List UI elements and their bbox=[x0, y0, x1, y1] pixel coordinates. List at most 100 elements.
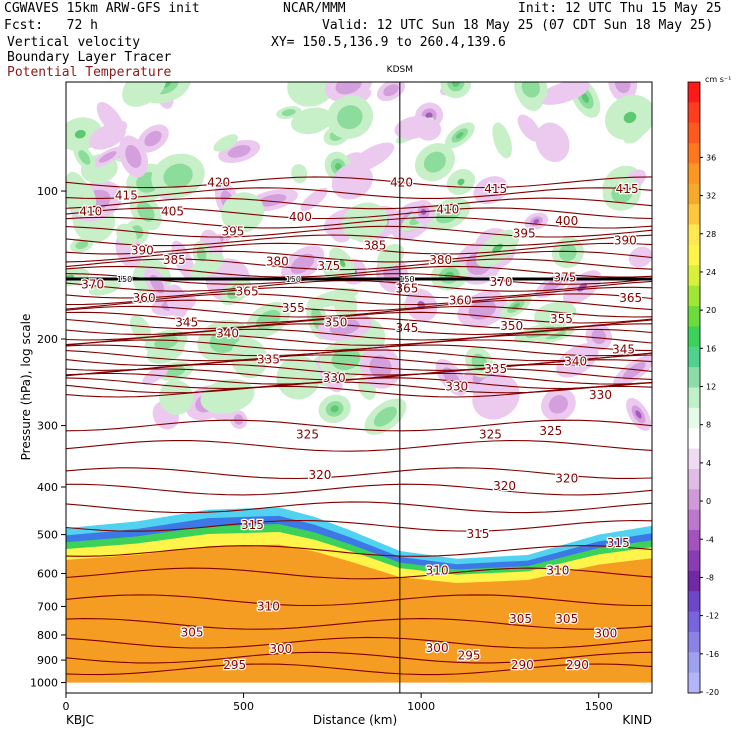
downdraft-core bbox=[98, 151, 117, 163]
theta-contour bbox=[66, 334, 652, 346]
theta-label: 320 bbox=[308, 468, 331, 482]
colorbar-tick-label: 36 bbox=[706, 153, 716, 162]
colorbar-swatch bbox=[688, 672, 700, 694]
theta-label: 355 bbox=[282, 301, 305, 315]
forecast-hour: Fcst: 72 h bbox=[4, 18, 98, 33]
theta-contour bbox=[66, 501, 652, 514]
colorbar-swatch bbox=[688, 183, 700, 205]
theta-contour bbox=[66, 545, 652, 557]
updraft-shading bbox=[88, 280, 121, 296]
colorbar-tick-label: 20 bbox=[706, 306, 716, 315]
colorbar-swatch bbox=[688, 143, 700, 164]
theta-contour bbox=[66, 265, 652, 278]
theta-contour bbox=[66, 187, 652, 199]
downdraft-core bbox=[329, 319, 360, 335]
right-endpoint-label: KIND bbox=[622, 713, 652, 727]
theta-contour bbox=[66, 419, 652, 432]
updraft-shading bbox=[116, 223, 137, 247]
downdraft-peak bbox=[635, 410, 642, 419]
theta-label: 415 bbox=[616, 182, 639, 196]
updraft-peak bbox=[623, 111, 637, 124]
theta-contour bbox=[66, 594, 652, 607]
colorbar-swatch bbox=[688, 570, 700, 592]
theta-label: 325 bbox=[479, 428, 502, 442]
downdraft-core bbox=[144, 130, 162, 147]
theta-label: 360 bbox=[133, 291, 156, 305]
theta-label: 290 bbox=[566, 658, 589, 672]
colorbar-tick-label: 12 bbox=[706, 383, 716, 392]
theta-label: 395 bbox=[221, 225, 244, 239]
theta-label: 310 bbox=[546, 564, 569, 578]
theta-contour bbox=[66, 636, 652, 649]
theta-label: 315 bbox=[467, 527, 490, 541]
downdraft-core bbox=[622, 362, 646, 380]
colorbar-tick-label: 16 bbox=[706, 344, 716, 353]
theta-label: 340 bbox=[216, 327, 239, 341]
tracer-band-orange bbox=[66, 544, 652, 691]
theta-contour bbox=[66, 344, 652, 357]
theta-label: 350 bbox=[500, 319, 523, 333]
valid-time: Valid: 12 UTC Sun 18 May 25 (07 CDT Sun … bbox=[322, 18, 714, 33]
theta-label: 415 bbox=[484, 182, 507, 196]
theta-contour bbox=[66, 567, 652, 580]
theta-label: 330 bbox=[323, 371, 346, 385]
y-tick-label: 500 bbox=[37, 529, 58, 542]
downdraft-peak bbox=[425, 112, 433, 119]
left-endpoint-label: KBJC bbox=[66, 713, 94, 727]
colorbar-unit: cm s⁻¹ bbox=[705, 75, 731, 84]
colorbar-swatch bbox=[688, 265, 700, 287]
theta-contour bbox=[66, 305, 652, 318]
colorbar-tick-label: 24 bbox=[706, 268, 716, 277]
updraft-shading bbox=[623, 126, 645, 144]
theta-contour bbox=[66, 311, 652, 324]
downdraft-shading bbox=[538, 82, 590, 105]
updraft-peak bbox=[456, 132, 464, 139]
theta-label: 420 bbox=[390, 175, 413, 189]
theta-label: 385 bbox=[364, 238, 387, 252]
colorbar-tick-label: 4 bbox=[706, 459, 711, 468]
theta-contour bbox=[66, 225, 652, 238]
theta-contour bbox=[66, 663, 652, 676]
colorbar-swatch bbox=[688, 387, 700, 409]
colorbar-swatch bbox=[688, 448, 700, 470]
theta-contour bbox=[66, 483, 652, 496]
theta-label: 420 bbox=[207, 175, 230, 189]
updraft-shading bbox=[291, 107, 333, 135]
cross-section-endpoints: XY= 150.5,136.9 to 260.4,139.6 bbox=[271, 35, 506, 50]
downdraft-core bbox=[233, 414, 244, 425]
below-ground bbox=[66, 682, 652, 693]
pv-label: 150 bbox=[117, 275, 132, 284]
theta-label: 350 bbox=[324, 315, 347, 329]
theta-label: 390 bbox=[614, 233, 637, 247]
theta-label: 330 bbox=[589, 388, 612, 402]
x-axis: 0 500 1000 1500 bbox=[63, 693, 613, 713]
theta-label: 390 bbox=[131, 243, 154, 257]
theta-contour bbox=[66, 385, 652, 398]
y-tick-label: 400 bbox=[37, 481, 58, 494]
theta-label: 365 bbox=[236, 284, 259, 298]
x-tick-label: 500 bbox=[233, 700, 254, 713]
theta-label: 300 bbox=[426, 641, 449, 655]
theta-contour bbox=[66, 377, 652, 390]
theta-contour bbox=[66, 286, 652, 299]
updraft-core bbox=[281, 109, 296, 117]
theta-contour bbox=[66, 349, 652, 362]
downdraft-core bbox=[257, 194, 287, 207]
colorbar-swatch bbox=[688, 611, 700, 633]
updraft-core bbox=[423, 151, 446, 173]
theta-label: 290 bbox=[511, 658, 534, 672]
theta-contour bbox=[66, 519, 652, 532]
downdraft-shading bbox=[331, 162, 373, 200]
colorbar-swatch bbox=[688, 102, 700, 124]
downdraft-shading bbox=[535, 122, 570, 163]
downdraft-shading bbox=[394, 115, 433, 140]
colorbar-swatch bbox=[688, 652, 700, 674]
field-vertical-velocity: Vertical velocity bbox=[7, 35, 141, 50]
theta-label: 380 bbox=[266, 254, 289, 268]
updraft-shading bbox=[122, 82, 167, 107]
y-tick-label: 900 bbox=[37, 654, 58, 667]
colorbar-swatch bbox=[688, 224, 700, 246]
pv-label: 150 bbox=[286, 275, 301, 284]
theta-label: 375 bbox=[554, 271, 577, 285]
theta-label: 330 bbox=[445, 380, 468, 394]
